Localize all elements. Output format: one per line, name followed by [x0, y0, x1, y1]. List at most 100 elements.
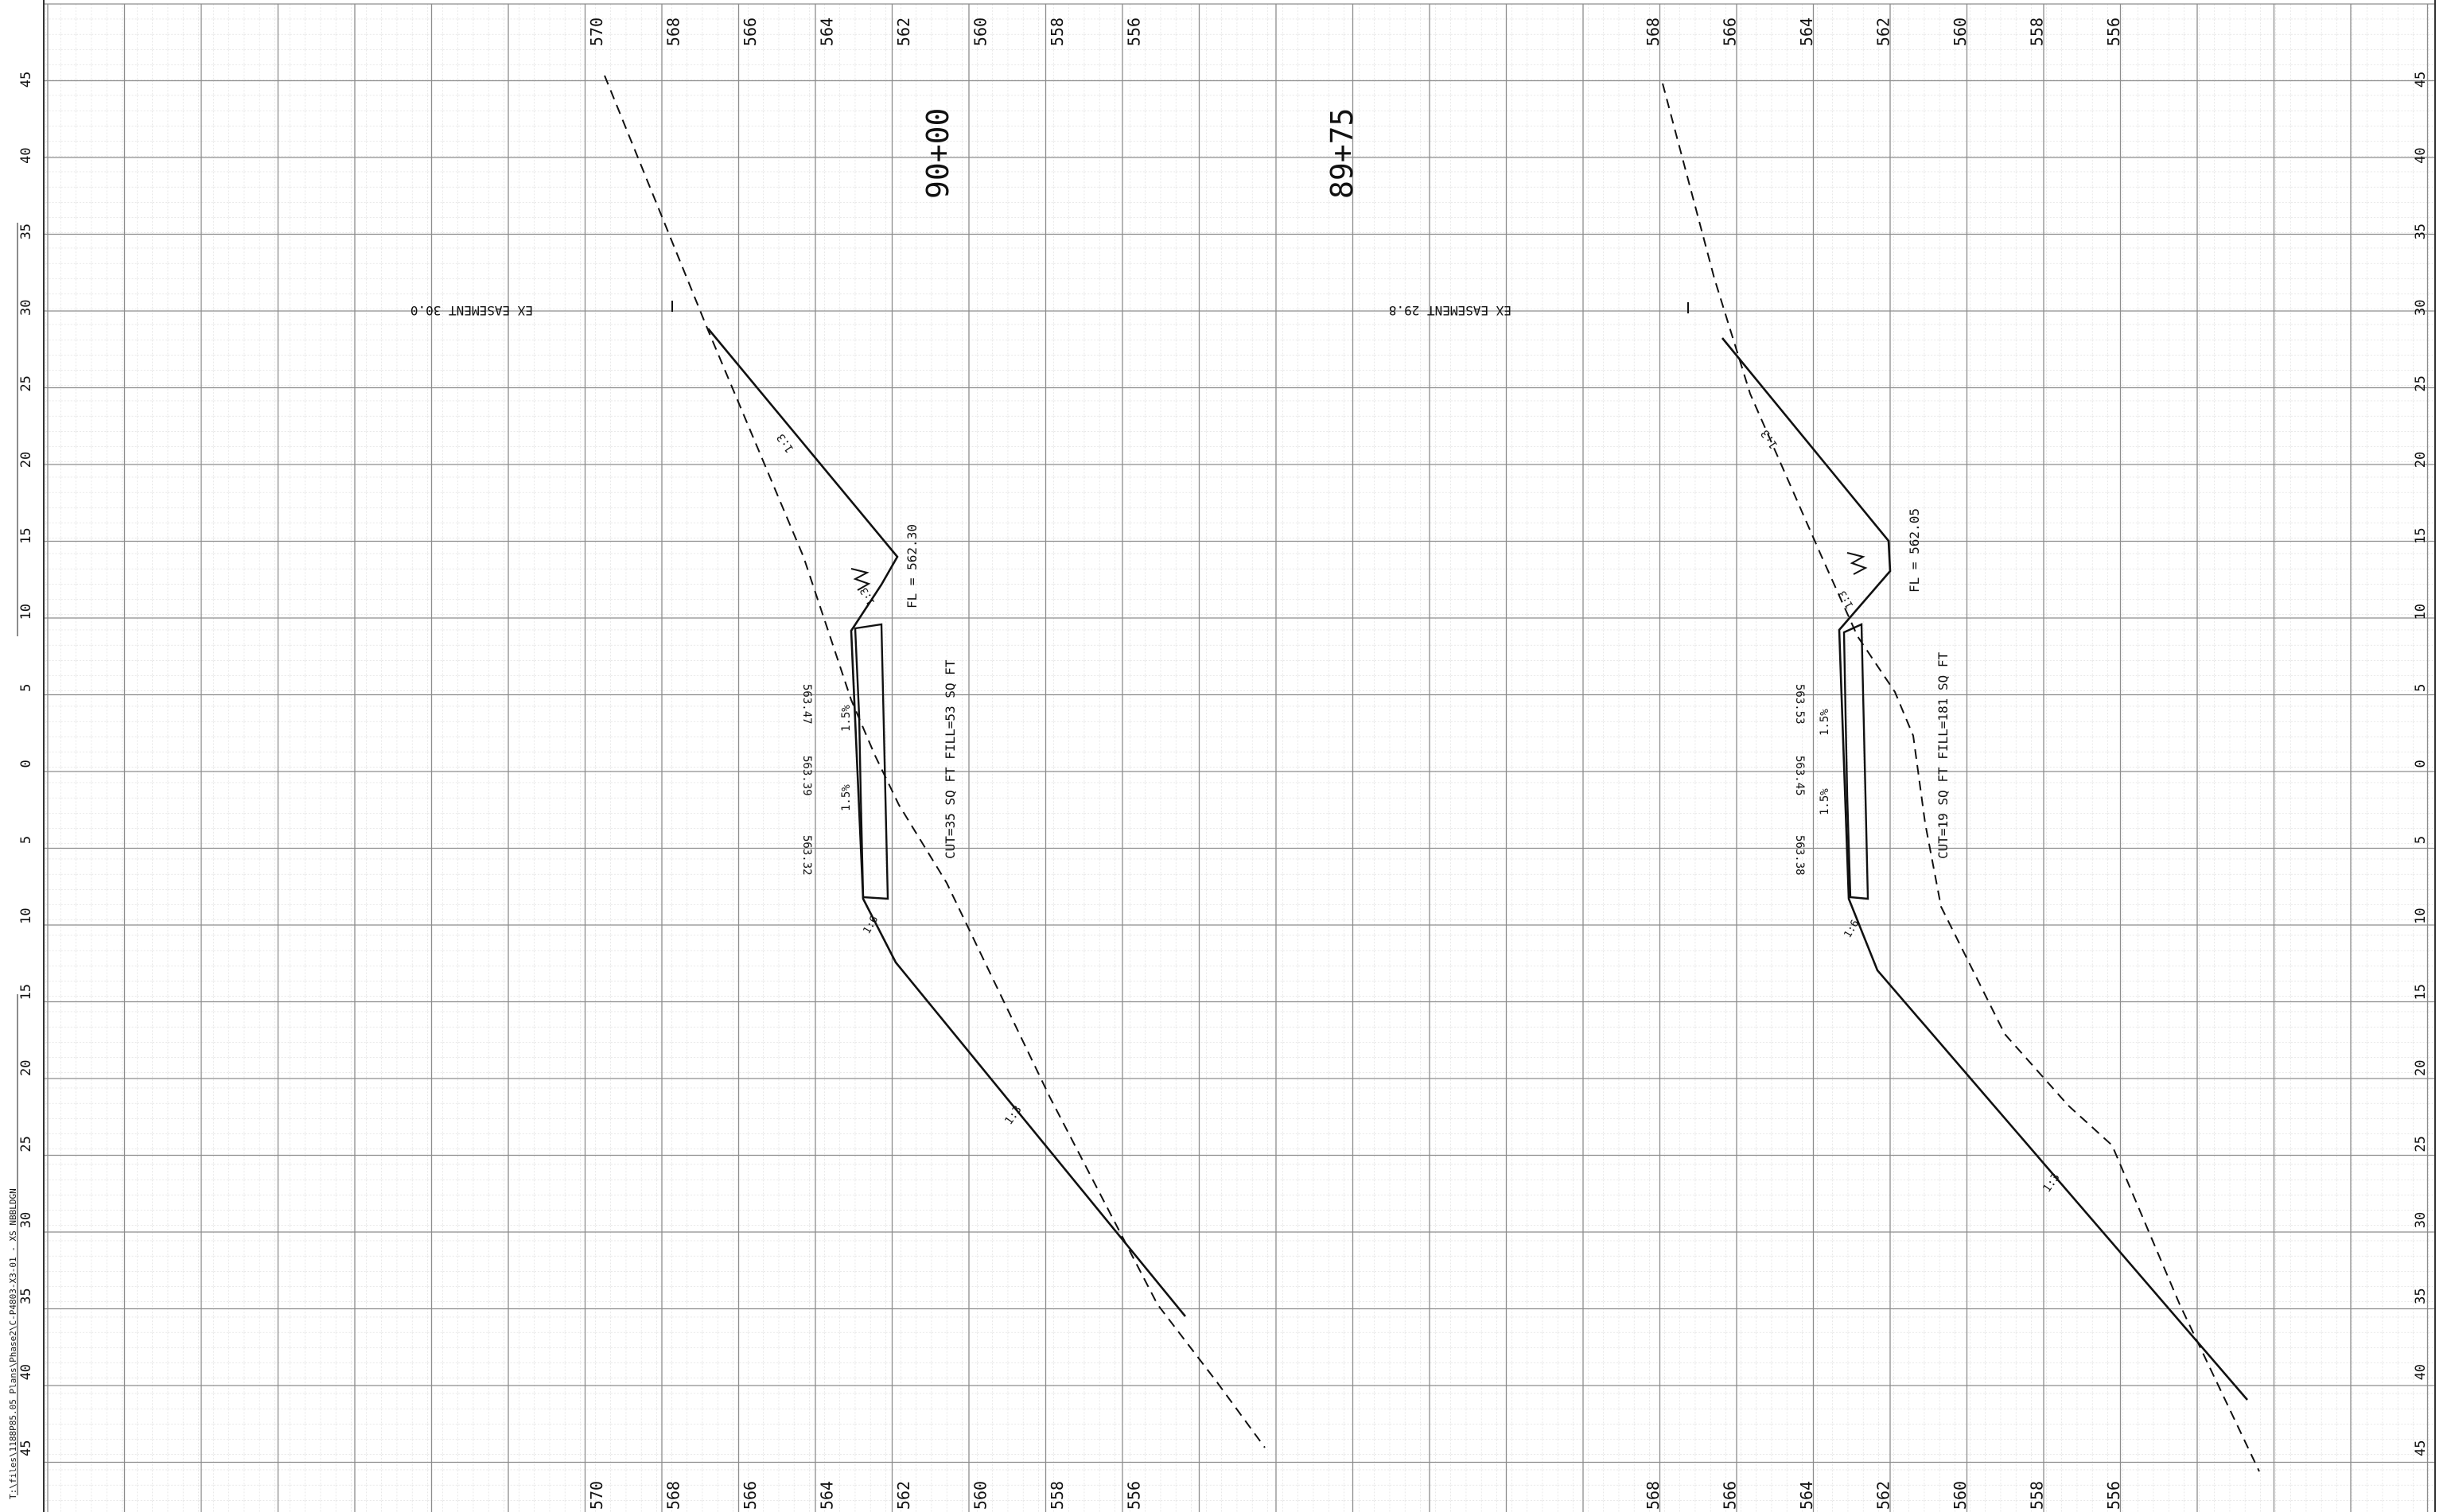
offset-tick-label: 40 — [18, 1364, 34, 1380]
elevation-tick-label: 566 — [741, 1481, 760, 1510]
easement-label: EX EASEMENT 29.8 — [1389, 303, 1511, 318]
elevation-labels-top-90-00: 570 568 566 564 562 560 558 556 — [587, 17, 1144, 46]
offset-tick-label: 45 — [18, 72, 34, 87]
offset-tick-label: 20 — [2413, 1060, 2429, 1076]
offset-tick-label: 35 — [18, 223, 34, 239]
elevation-tick-label: 568 — [664, 1481, 683, 1510]
elevation-tick-label: 566 — [741, 17, 760, 46]
flow-arrow-symbol — [1846, 552, 1868, 575]
elevation-tick-label: 556 — [1125, 17, 1144, 46]
elevation-tick-label: 562 — [894, 17, 913, 46]
offset-tick-label: 15 — [2413, 527, 2429, 543]
elevation-tick-label: 564 — [818, 1481, 837, 1510]
offset-tick-label: 5 — [2413, 836, 2429, 844]
offset-tick-label: 20 — [18, 452, 34, 468]
elevation-tick-label: 570 — [587, 17, 606, 46]
offset-tick-label: 45 — [2413, 72, 2429, 87]
elevation-labels-top-89-75: 568 566 564 562 560 558 556 — [1644, 17, 2123, 46]
cross-slope-label-1: 1.5% — [840, 705, 853, 732]
cross-slope-label-2: 1.5% — [1819, 788, 1831, 815]
offset-tick-label: 40 — [2413, 1364, 2429, 1380]
major-grid — [44, 3, 2435, 1512]
offset-tick-label: 10 — [18, 604, 34, 620]
flow-arrow-symbol — [850, 568, 871, 591]
offset-tick-label: 5 — [2413, 684, 2429, 692]
offset-tick-label: 10 — [18, 908, 34, 923]
elevation-tick-label: 568 — [1644, 17, 1663, 46]
offset-tick-label: 25 — [18, 1136, 34, 1152]
proposed-section-line — [1721, 337, 2248, 1401]
elevation-tick-label: 560 — [971, 17, 990, 46]
elevation-tick-label: 560 — [1951, 1481, 1970, 1510]
offset-tick-label: 10 — [2413, 908, 2429, 923]
offset-tick-label: 45 — [2413, 1440, 2429, 1456]
station-label: 90+00 — [920, 108, 955, 199]
offset-tick-label: 0 — [2413, 760, 2429, 768]
easement-label: EX EASEMENT 30.0 — [410, 303, 533, 318]
offset-tick-label: 30 — [2413, 1212, 2429, 1228]
minor-grid — [44, 4, 2435, 1512]
elevation-tick-label: 558 — [1048, 1481, 1067, 1510]
offset-tick-label: 20 — [2413, 452, 2429, 468]
elevation-tick-label: 570 — [587, 1481, 606, 1510]
offset-tick-label: 35 — [18, 1288, 34, 1304]
offset-tick-label: 20 — [18, 1060, 34, 1076]
offset-tick-label: 0 — [18, 760, 34, 768]
elevation-point-center: 563.45 — [1793, 756, 1806, 796]
offset-tick-label: 30 — [18, 300, 34, 316]
elevation-point-right: 563.32 — [800, 835, 813, 876]
offset-tick-label: 5 — [18, 684, 34, 692]
offset-tick-label: 25 — [2413, 375, 2429, 391]
cut-fill-label: CUT=35 SQ FT FILL=53 SQ FT — [943, 659, 958, 859]
elevation-tick-label: 558 — [2028, 17, 2047, 46]
offset-tick-label: 45 — [18, 1440, 34, 1456]
elevation-tick-label: 558 — [2028, 1481, 2047, 1510]
elevation-tick-label: 556 — [2104, 17, 2123, 46]
elevation-tick-label: 564 — [818, 17, 837, 46]
elevation-point-left: 563.47 — [800, 684, 813, 725]
elevation-point-right: 563.38 — [1793, 835, 1806, 876]
pavement-section — [1842, 623, 1869, 900]
elevation-point-center: 563.39 — [800, 756, 813, 796]
elevation-labels-bottom-90-00: 570 568 566 564 562 560 558 556 — [587, 1481, 1144, 1510]
elevation-tick-label: 562 — [1874, 17, 1893, 46]
proposed-section-line — [706, 328, 1187, 1317]
elevation-tick-label: 568 — [664, 17, 683, 46]
offset-tick-label: 25 — [2413, 1136, 2429, 1152]
offset-tick-label: 35 — [2413, 1288, 2429, 1304]
elevation-tick-label: 560 — [971, 1481, 990, 1510]
offset-tick-label: 10 — [2413, 604, 2429, 620]
cross-slope-label-2: 1.5% — [840, 784, 853, 811]
flowline-label: FL = 562.05 — [1907, 508, 1922, 593]
elevation-tick-label: 566 — [1721, 1481, 1740, 1510]
elevation-tick-label: 556 — [2104, 1481, 2123, 1510]
cut-fill-label: CUT=19 SQ FT FILL=181 SQ FT — [1935, 652, 1951, 859]
file-path-note: T:\files\1188P85.05 Plans\Phase2\C-P4803… — [8, 1188, 18, 1499]
existing-ground-line — [604, 75, 1266, 1448]
elevation-tick-label: 562 — [894, 1481, 913, 1510]
offset-tick-label: 40 — [18, 147, 34, 163]
offset-tick-label: 25 — [18, 375, 34, 391]
elevation-tick-label: 564 — [1797, 17, 1816, 46]
flowline-label: FL = 562.30 — [904, 524, 920, 608]
offset-labels-left: 45 40 35 30 25 20 15 10 5 0 5 10 15 20 25 30 35 40 45 — [18, 72, 34, 1456]
offset-tick-label: 30 — [2413, 300, 2429, 316]
offset-tick-label: 5 — [18, 836, 34, 844]
elevation-tick-label: 566 — [1721, 17, 1740, 46]
elevation-tick-label: 558 — [1048, 17, 1067, 46]
cross-slope-label-1: 1.5% — [1819, 709, 1831, 736]
elevation-point-left: 563.53 — [1793, 684, 1806, 725]
offset-labels-right: 45 40 35 30 25 20 15 10 5 0 5 10 15 20 25 30 35 40 45 — [2413, 72, 2429, 1456]
offset-tick-label: 15 — [18, 527, 34, 543]
offset-tick-label: 35 — [2413, 223, 2429, 239]
section-90-00: 90+00 EX EASEMENT 30.0 FL = 562.30 CUT=3… — [410, 75, 1266, 1448]
elevation-tick-label: 564 — [1797, 1481, 1816, 1510]
elevation-tick-label: 556 — [1125, 1481, 1144, 1510]
elevation-tick-label: 562 — [1874, 1481, 1893, 1510]
elevation-tick-label: 568 — [1644, 1481, 1663, 1510]
elevation-tick-label: 560 — [1951, 17, 1970, 46]
pavement-section — [854, 623, 889, 900]
elevation-labels-bottom-89-75: 568 566 564 562 560 558 556 — [1644, 1481, 2123, 1510]
offset-tick-label: 15 — [2413, 984, 2429, 1000]
